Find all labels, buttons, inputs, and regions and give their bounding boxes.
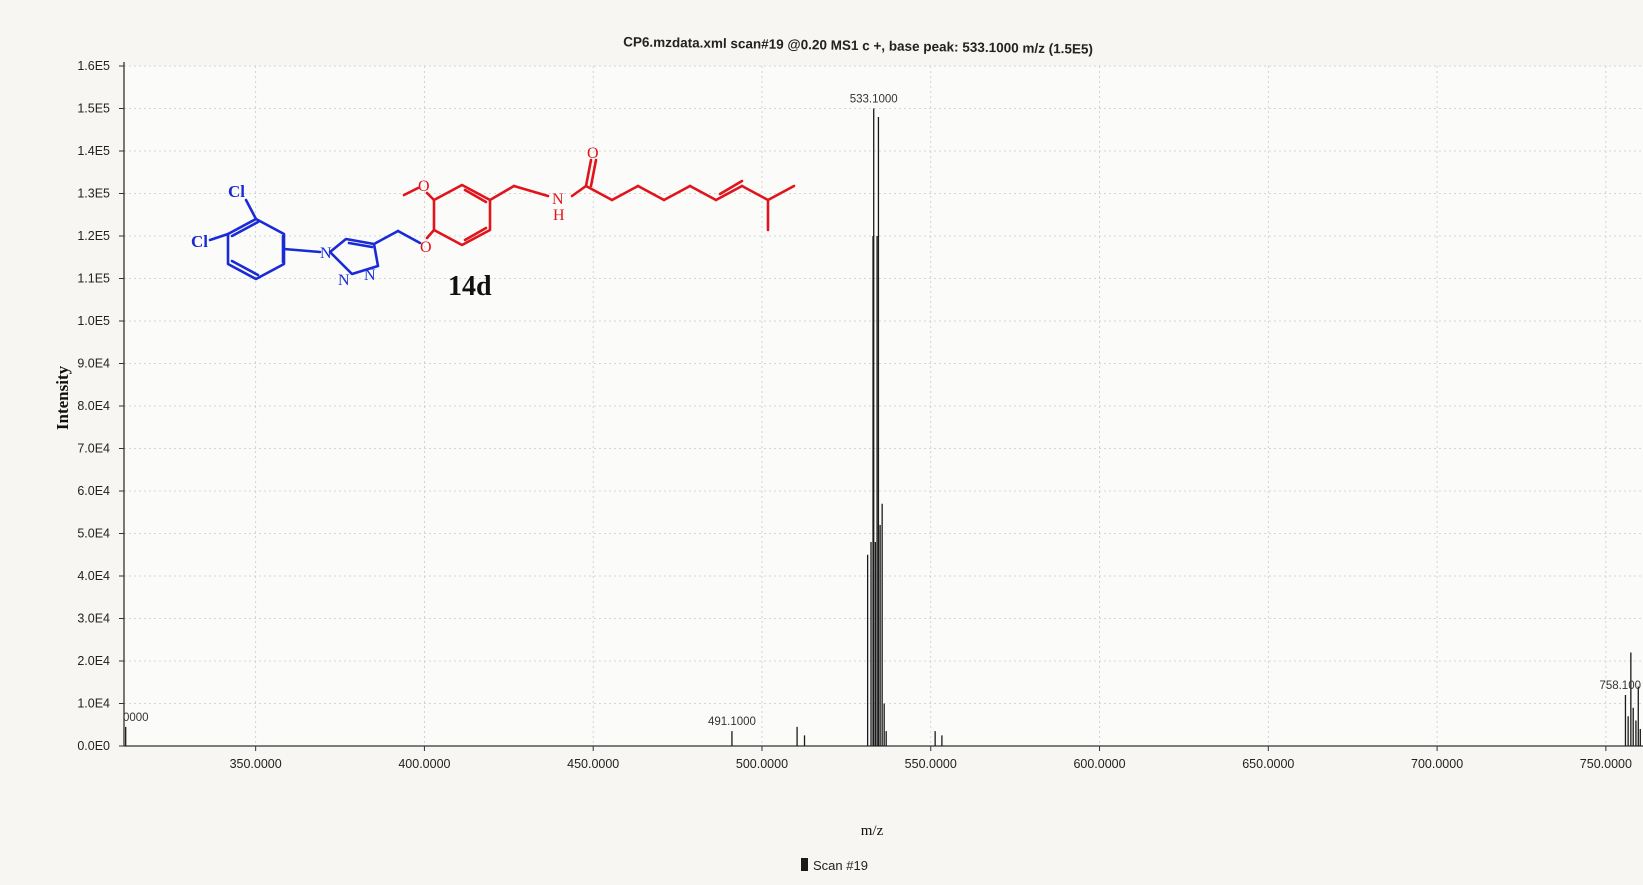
x-tick-label: 500.0000 [736,757,788,771]
peaks [125,108,1641,746]
y-tick-label: 7.0E4 [77,442,110,456]
y-tick-label: 1.5E5 [77,102,110,116]
atom-o-ether: O [420,239,432,256]
y-tick-label: 9.0E4 [77,357,110,371]
y-tick-label: 1.6E5 [77,59,110,73]
y-tick-label: 1.0E4 [77,697,110,711]
x-axis-label: m/z [861,823,884,839]
atom-nh-n: N [552,191,564,208]
compound-label: 14d [448,271,492,302]
x-tick-label: 750.0000 [1580,757,1632,771]
y-axis-label: Intensity [53,365,72,430]
atom-cl-top: Cl [228,182,245,201]
x-tick-label: 550.0000 [905,757,957,771]
peak-label: 491.1000 [708,716,756,728]
atom-cl-left: Cl [191,232,208,251]
x-tick-label: 400.0000 [398,757,450,771]
x-tick-label: 700.0000 [1411,757,1463,771]
chart-title: CP6.mzdata.xml scan#19 @0.20 MS1 c +, ba… [623,34,1093,56]
legend-swatch [801,858,808,871]
right-fragment [402,158,796,247]
y-tick-labels: 0.0E0 1.0E4 2.0E4 3.0E4 4.0E4 5.0E4 6.0E4 7.0E4… [77,59,110,753]
y-tick-label: 1.1E5 [77,272,110,286]
structure-labels: Cl Cl N N N O O O N H 14d [191,145,599,302]
x-tick-label: 600.0000 [1073,757,1125,771]
y-tick-label: 2.0E4 [77,654,110,668]
y-tick-label: 3.0E4 [77,612,110,626]
axes [119,62,1643,751]
x-tick-labels: 350.0000 400.0000 450.0000 500.0000 550.0000… [230,757,1632,771]
legend: Scan #19 [801,858,868,873]
x-tick-label: 450.0000 [567,757,619,771]
atom-n3: N [364,267,376,284]
peak-label: 758.100 [1599,680,1641,692]
peak-annotations: 0000 491.1000 533.1000 758.100 [123,94,1641,729]
x-tick-label: 650.0000 [1242,757,1294,771]
peak-label: 0000 [123,712,149,724]
y-tick-label: 6.0E4 [77,484,110,498]
legend-label: Scan #19 [813,858,868,873]
y-tick-label: 1.4E5 [77,144,110,158]
peak-label: 533.1000 [850,94,898,106]
chemical-structure: Cl Cl N N N O O O N H 14d [191,145,796,302]
atom-o-carbonyl: O [587,145,599,162]
grid-lines [124,65,1643,746]
atom-o-methoxy: O [418,178,430,195]
y-tick-label: 1.2E5 [77,229,110,243]
y-tick-label: 1.3E5 [77,187,110,201]
x-tick-label: 350.0000 [230,757,282,771]
y-tick-label: 5.0E4 [77,527,110,541]
y-tick-label: 0.0E0 [77,739,110,753]
y-tick-label: 8.0E4 [77,399,110,413]
y-tick-label: 4.0E4 [77,569,110,583]
y-tick-label: 1.0E5 [77,314,110,328]
atom-nh-h: H [553,207,565,224]
left-fragment [208,198,422,281]
atom-n2: N [338,272,350,289]
atom-n1: N [320,245,332,262]
